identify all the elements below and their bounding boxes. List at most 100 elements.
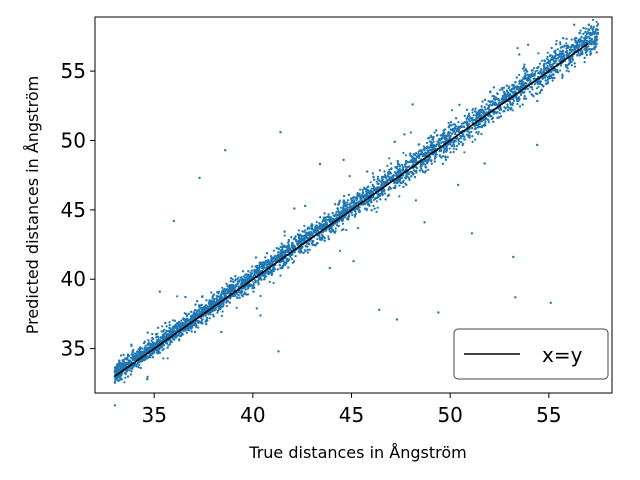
scatter-point [243,291,246,294]
scatter-point [266,263,269,266]
scatter-point [571,57,574,60]
scatter-point [576,54,579,57]
scatter-point [587,32,591,35]
scatter-point [135,365,138,368]
scatter-point [195,324,198,327]
scatter-point [279,245,282,249]
scatter-point [565,45,569,48]
scatter-point [212,315,215,318]
scatter-point [194,322,197,325]
scatter-point [447,126,450,129]
scatter-point [531,88,534,91]
scatter-point [467,118,471,121]
scatter-point [371,196,375,199]
scatter-point [542,84,545,87]
scatter-point [583,61,586,64]
scatter-point [518,73,521,76]
scatter-point [302,251,305,255]
scatter-point [375,210,378,213]
scatter-point [213,293,216,296]
scatter-point [335,224,339,227]
scatter-point [144,344,147,347]
scatter-point [378,179,381,182]
scatter-point [531,69,534,72]
scatter-point [540,68,543,71]
scatter-point [460,141,463,144]
scatter-point [502,86,506,89]
scatter-point [367,189,370,192]
scatter-point [452,147,455,150]
scatter-point [544,76,547,79]
scatter-point [420,167,423,170]
scatter-point [396,165,399,168]
scatter-point [409,131,412,134]
scatter-point [536,92,539,95]
scatter-point [463,151,466,154]
scatter-point [457,130,461,134]
scatter-point [220,293,223,296]
scatter-point [138,363,141,366]
scatter-point [468,112,471,115]
scatter-point [558,60,561,63]
scatter-point [171,319,175,322]
scatter-point [337,210,340,213]
scatter-point [198,309,201,312]
scatter-point [595,20,598,23]
scatter-point [315,224,318,227]
scatter-point [356,227,360,230]
scatter-point [457,142,460,145]
scatter-point [586,30,589,33]
scatter-point [334,203,337,206]
scatter-point [444,158,447,161]
scatter-point [498,88,501,91]
scatter-point [185,313,188,316]
scatter-point [569,46,572,49]
scatter-point [458,103,461,106]
scatter-point [249,271,252,274]
scatter-point [471,111,474,114]
scatter-point [346,199,349,202]
scatter-point [401,163,404,166]
scatter-point [247,293,250,296]
scatter-point [387,187,390,191]
scatter-point [561,76,564,80]
scatter-point [206,312,209,315]
scatter-point [293,260,296,263]
scatter-point [136,350,139,353]
scatter-point [151,337,154,340]
scatter-point [472,114,475,117]
scatter-point [220,314,223,317]
scatter-point [161,325,164,328]
scatter-point [208,317,211,320]
scatter-point [470,130,473,133]
scatter-point [591,40,595,43]
scatter-point [523,69,526,72]
scatter-point [415,152,418,155]
scatter-point [187,329,190,332]
scatter-point [528,90,531,93]
scatter-point [477,132,480,135]
scatter-point [189,315,193,318]
scatter-point [375,180,378,183]
scatter-point [245,273,248,276]
scatter-point [193,324,196,327]
scatter-point [272,281,275,285]
scatter-point [123,381,126,384]
scatter-point [186,314,189,318]
scatter-point [565,69,568,72]
scatter-point [422,145,425,148]
scatter-point [343,194,346,198]
scatter-point [525,97,528,100]
scatter-point [269,272,272,275]
scatter-point [519,93,523,97]
scatter-point [546,55,549,59]
scatter-point [325,216,328,219]
scatter-point [551,79,554,82]
scatter-point [477,130,480,133]
scatter-point [580,43,583,46]
scatter-point [287,238,290,242]
scatter-point [425,141,429,144]
scatter-point [376,193,379,196]
scatter-point [150,339,153,342]
scatter-point [558,55,561,58]
